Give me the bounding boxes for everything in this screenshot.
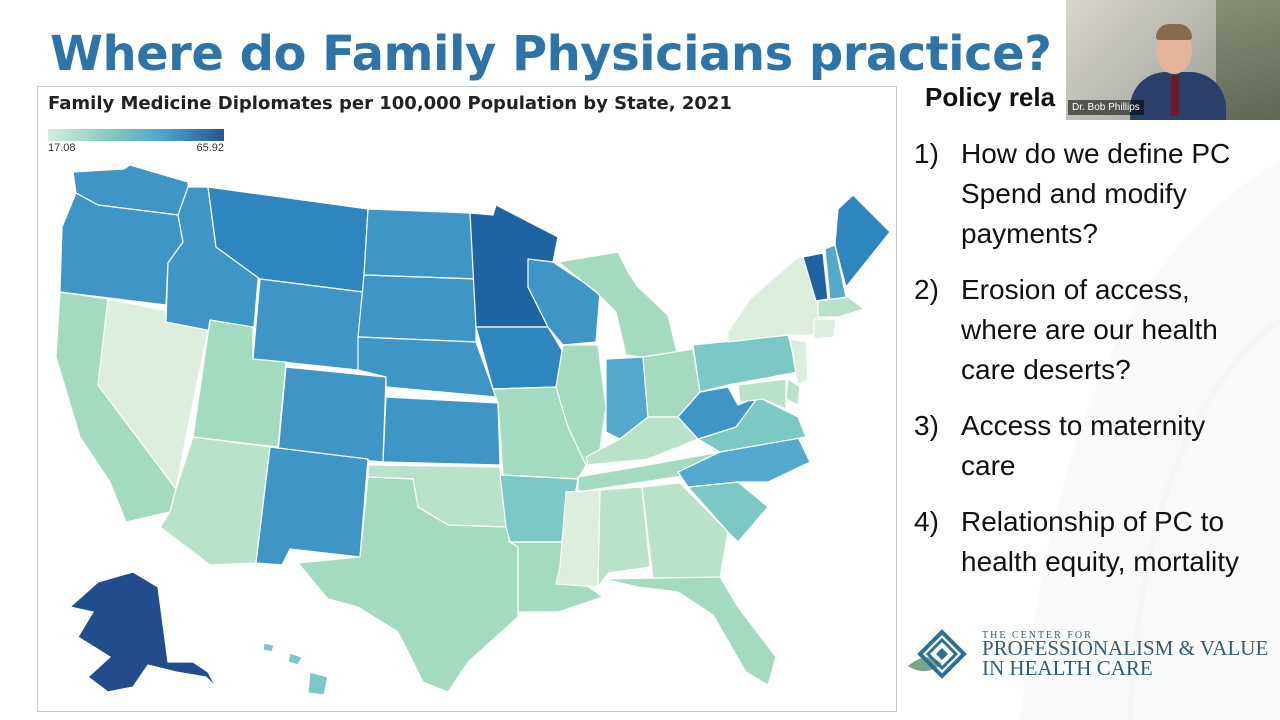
speaker-video-tile[interactable]: Dr. Bob Phillips — [1066, 0, 1280, 120]
legend-max: 65.92 — [196, 142, 224, 154]
state-alaska[interactable] — [68, 571, 217, 693]
map-panel: Family Medicine Diplomates per 100,000 P… — [37, 86, 897, 712]
state-connecticut[interactable] — [813, 318, 837, 340]
policy-item-number: 4) — [914, 506, 939, 537]
background-leaf-watermark — [1020, 160, 1280, 720]
logo-sub-line: IN HEALTH CARE — [982, 656, 1153, 680]
state-mississippi[interactable] — [555, 489, 601, 588]
policy-item-number: 2) — [914, 274, 939, 305]
policy-item-number: 3) — [914, 410, 939, 441]
policy-item: 2) Erosion of access, where are our heal… — [914, 270, 1264, 390]
logo-top-line: THE CENTER FOR — [982, 630, 1093, 641]
state-maine[interactable] — [834, 194, 891, 289]
us-choropleth-map — [55, 164, 891, 696]
speaker-hair — [1156, 24, 1192, 40]
logo-mark-icon — [908, 629, 967, 679]
state-hawaii-maui[interactable] — [287, 652, 303, 666]
policy-item: 4) Relationship of PC to health equity, … — [914, 502, 1264, 582]
policy-item-text: Access to maternity care — [961, 410, 1206, 481]
state-alabama[interactable] — [597, 486, 651, 589]
slide-title: Where do Family Physicians practice? — [50, 26, 1052, 82]
state-west-virginia[interactable] — [677, 386, 760, 440]
map-legend: 17.08 65.92 — [48, 129, 224, 154]
policy-heading: Policy rela — [925, 82, 1056, 112]
state-hawaii[interactable] — [307, 671, 329, 696]
state-south-dakota[interactable] — [357, 274, 477, 343]
state-north-dakota[interactable] — [363, 208, 477, 280]
logo-main-line: PROFESSIONALISM & VALUE — [982, 636, 1269, 660]
state-vermont[interactable] — [802, 252, 829, 302]
policy-item-number: 1) — [914, 138, 939, 169]
policy-item-text: How do we define PC Spend and modify pay… — [961, 138, 1231, 249]
state-nebraska[interactable] — [357, 336, 497, 398]
state-texas[interactable] — [296, 476, 519, 693]
policy-item: 1) How do we define PC Spend and modify … — [914, 134, 1264, 254]
map-title: Family Medicine Diplomates per 100,000 P… — [48, 93, 732, 114]
state-delaware[interactable] — [785, 377, 801, 406]
state-georgia[interactable] — [641, 482, 729, 580]
state-colorado[interactable] — [277, 366, 387, 463]
policy-item-text: Relationship of PC to health equity, mor… — [961, 506, 1240, 577]
state-florida[interactable] — [602, 576, 777, 686]
state-wisconsin[interactable] — [527, 258, 601, 346]
background-plant — [1216, 0, 1280, 120]
state-maryland[interactable] — [737, 378, 787, 410]
policy-item-text: Erosion of access, where are our health … — [961, 274, 1218, 385]
state-kansas[interactable] — [382, 396, 501, 466]
speaker-tie — [1171, 76, 1179, 116]
policy-item: 3) Access to maternity care — [914, 406, 1264, 486]
center-logo: THE CENTER FOR PROFESSIONALISM & VALUE I… — [906, 626, 1268, 682]
state-wyoming[interactable] — [252, 278, 364, 371]
legend-gradient — [48, 129, 224, 141]
legend-min: 17.08 — [48, 142, 76, 154]
state-hawaii-oahu[interactable] — [262, 642, 275, 653]
state-new-mexico[interactable] — [255, 446, 369, 566]
state-massachusetts[interactable] — [817, 296, 866, 318]
speaker-name-label: Dr. Bob Phillips — [1068, 100, 1144, 115]
policy-list: 1) How do we define PC Spend and modify … — [914, 134, 1264, 598]
state-new-jersey[interactable] — [789, 338, 809, 386]
